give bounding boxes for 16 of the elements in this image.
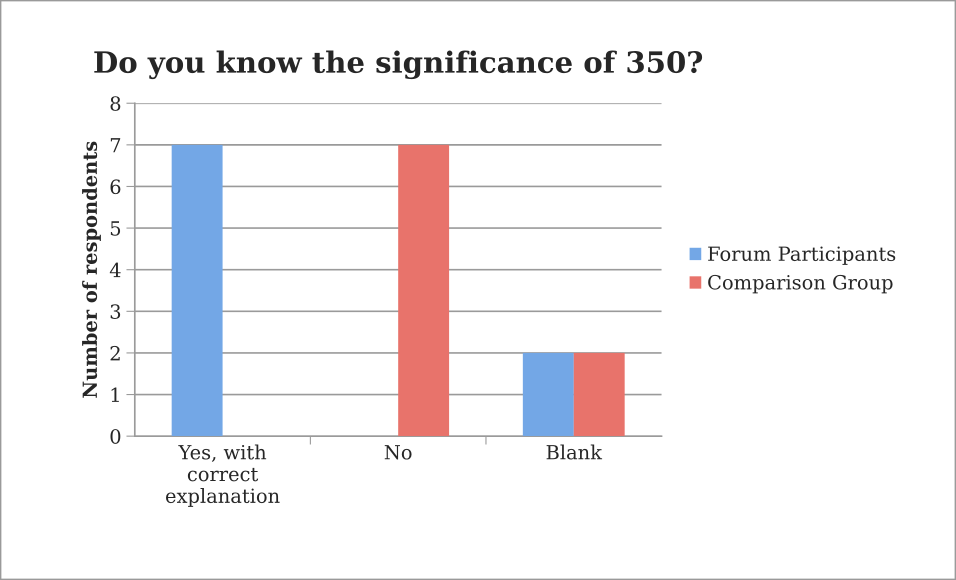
- y-tick-label: 8: [110, 96, 120, 111]
- legend-label: Forum Participants: [708, 246, 896, 265]
- y-axis-title: Number of respondents: [82, 142, 101, 398]
- y-tick-label: 1: [112, 388, 119, 402]
- y-tick-label: 7: [110, 138, 120, 152]
- x-tick-label: No: [384, 445, 412, 460]
- y-tick-label: 2: [110, 346, 120, 360]
- x-tick-label: Yes, with correct explanation: [166, 444, 280, 507]
- y-tick-label: 4: [110, 262, 121, 278]
- y-tick-label: 5: [110, 221, 120, 236]
- chart-title: Do you know the significance of 350?: [94, 50, 702, 80]
- y-tick-label: 0: [110, 429, 120, 444]
- y-tick-label: 6: [110, 179, 120, 194]
- legend-label: Comparison Group: [708, 274, 893, 294]
- x-tick-label: Blank: [546, 444, 602, 460]
- y-tick-label: 3: [110, 304, 120, 319]
